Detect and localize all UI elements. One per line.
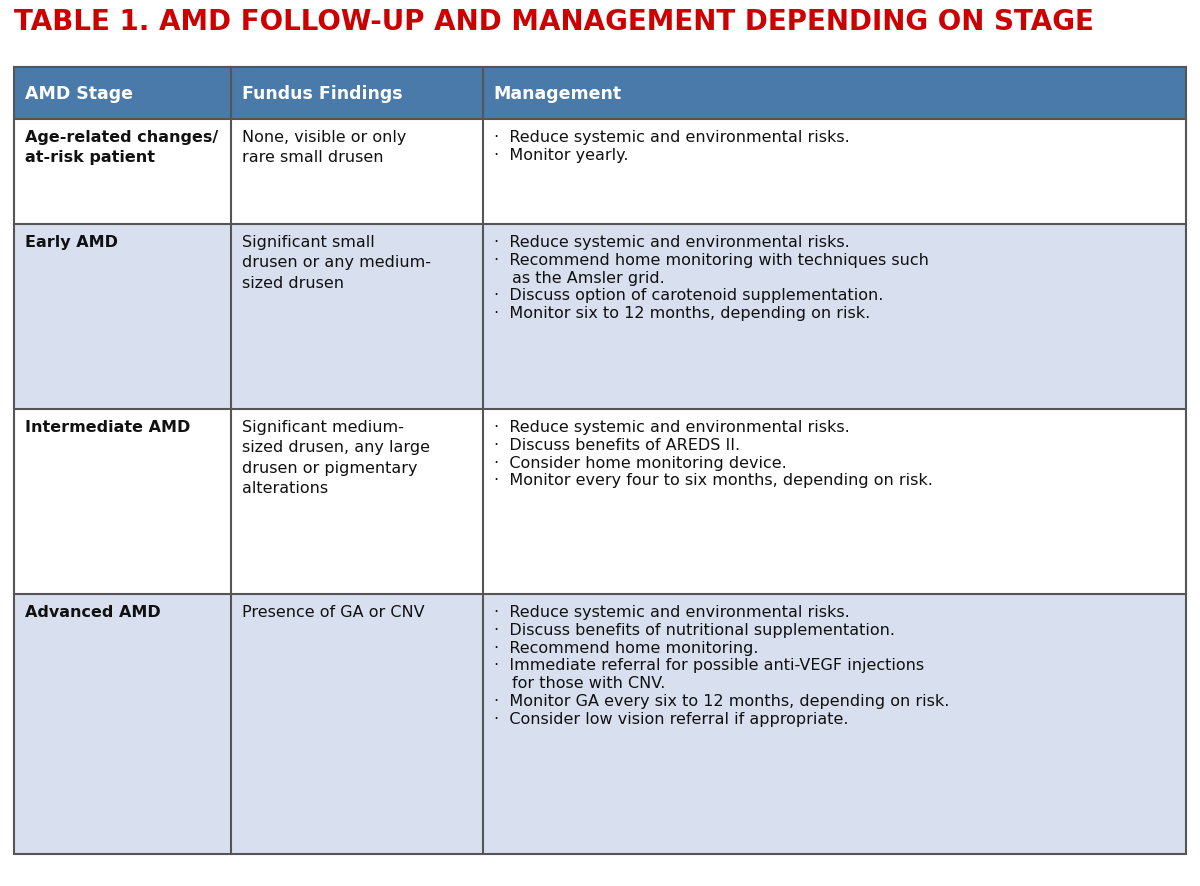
- Bar: [14, 68, 1186, 854]
- Text: ·  Consider low vision referral if appropriate.: · Consider low vision referral if approp…: [494, 711, 848, 727]
- Text: as the Amsler grid.: as the Amsler grid.: [511, 270, 665, 285]
- Text: ·  Reduce systemic and environmental risks.: · Reduce systemic and environmental risk…: [494, 420, 850, 434]
- Bar: [14, 595, 1186, 854]
- Text: ·  Monitor six to 12 months, depending on risk.: · Monitor six to 12 months, depending on…: [494, 306, 870, 321]
- Text: ·  Monitor GA every six to 12 months, depending on risk.: · Monitor GA every six to 12 months, dep…: [494, 694, 949, 708]
- Text: ·  Discuss option of carotenoid supplementation.: · Discuss option of carotenoid supplemen…: [494, 288, 883, 303]
- Text: ·  Monitor every four to six months, depending on risk.: · Monitor every four to six months, depe…: [494, 473, 932, 488]
- Text: ·  Monitor yearly.: · Monitor yearly.: [494, 148, 629, 163]
- Text: ·  Recommend home monitoring with techniques such: · Recommend home monitoring with techniq…: [494, 253, 929, 268]
- Text: ·  Discuss benefits of AREDS II.: · Discuss benefits of AREDS II.: [494, 438, 740, 453]
- Text: Management: Management: [494, 85, 622, 103]
- Text: None, visible or only
rare small drusen: None, visible or only rare small drusen: [242, 130, 406, 165]
- Text: ·  Discuss benefits of nutritional supplementation.: · Discuss benefits of nutritional supple…: [494, 622, 895, 637]
- Bar: [14, 120, 1186, 225]
- Bar: [14, 68, 1186, 120]
- Text: Age-related changes/
at-risk patient: Age-related changes/ at-risk patient: [25, 130, 218, 165]
- Text: Advanced AMD: Advanced AMD: [25, 604, 161, 619]
- Text: for those with CNV.: for those with CNV.: [511, 675, 665, 690]
- Bar: [14, 225, 1186, 409]
- Bar: [14, 409, 1186, 595]
- Text: ·  Immediate referral for possible anti-VEGF injections: · Immediate referral for possible anti-V…: [494, 657, 924, 672]
- Text: ·  Reduce systemic and environmental risks.: · Reduce systemic and environmental risk…: [494, 130, 850, 144]
- Text: ·  Recommend home monitoring.: · Recommend home monitoring.: [494, 640, 758, 655]
- Text: TABLE 1. AMD FOLLOW-UP AND MANAGEMENT DEPENDING ON STAGE: TABLE 1. AMD FOLLOW-UP AND MANAGEMENT DE…: [14, 8, 1094, 36]
- Text: ·  Reduce systemic and environmental risks.: · Reduce systemic and environmental risk…: [494, 235, 850, 250]
- Text: Significant small
drusen or any medium-
sized drusen: Significant small drusen or any medium- …: [242, 235, 431, 291]
- Text: Presence of GA or CNV: Presence of GA or CNV: [242, 604, 425, 619]
- Text: AMD Stage: AMD Stage: [25, 85, 133, 103]
- Text: Intermediate AMD: Intermediate AMD: [25, 420, 191, 434]
- Text: ·  Consider home monitoring device.: · Consider home monitoring device.: [494, 455, 786, 470]
- Text: ·  Reduce systemic and environmental risks.: · Reduce systemic and environmental risk…: [494, 604, 850, 619]
- Text: Significant medium-
sized drusen, any large
drusen or pigmentary
alterations: Significant medium- sized drusen, any la…: [242, 420, 430, 495]
- Text: Fundus Findings: Fundus Findings: [242, 85, 402, 103]
- Text: Early AMD: Early AMD: [25, 235, 118, 250]
